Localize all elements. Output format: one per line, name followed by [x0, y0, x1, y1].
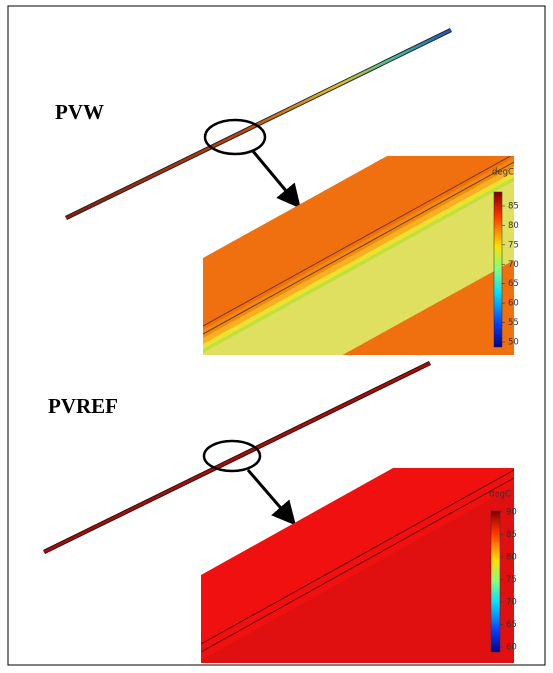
colorbar-tick-label: 70	[508, 260, 519, 270]
colorbar-tick-label: 75	[506, 575, 517, 585]
colorbar-tick-label: 85	[506, 530, 517, 540]
zoom-inset	[198, 460, 518, 670]
arrow	[248, 470, 292, 521]
colorbar-tick-label: 80	[506, 552, 517, 562]
colorbar-unit: degC	[492, 168, 514, 178]
colorbar-tick-label: 70	[506, 597, 517, 607]
colorbar-tick-label: 65	[508, 279, 519, 289]
panel-label: PVREF	[48, 394, 118, 418]
colorbar	[491, 511, 500, 652]
colorbar-tick-label: 50	[508, 337, 519, 347]
colorbar-tick-label: 55	[508, 318, 519, 328]
zoom-circle	[204, 441, 260, 471]
colorbar-tick-label: 90	[506, 507, 517, 517]
colorbar-tick-label: 80	[508, 221, 519, 231]
colorbar-tick-label: 60	[506, 643, 517, 653]
colorbar-tick-label: 65	[506, 620, 517, 630]
figure: PVW degC PVREF degC 50 55 60 65 70 75 80 85 60 65…	[0, 0, 553, 673]
colorbar-tick-label: 75	[508, 240, 519, 250]
panel-label: PVW	[55, 100, 104, 124]
colorbar-unit: degC	[489, 490, 511, 500]
zoom-inset	[200, 150, 520, 432]
colorbar-tick-label: 60	[508, 299, 519, 309]
arrow	[252, 150, 297, 204]
colorbar	[494, 192, 502, 347]
colorbar-tick-label: 85	[508, 201, 519, 211]
